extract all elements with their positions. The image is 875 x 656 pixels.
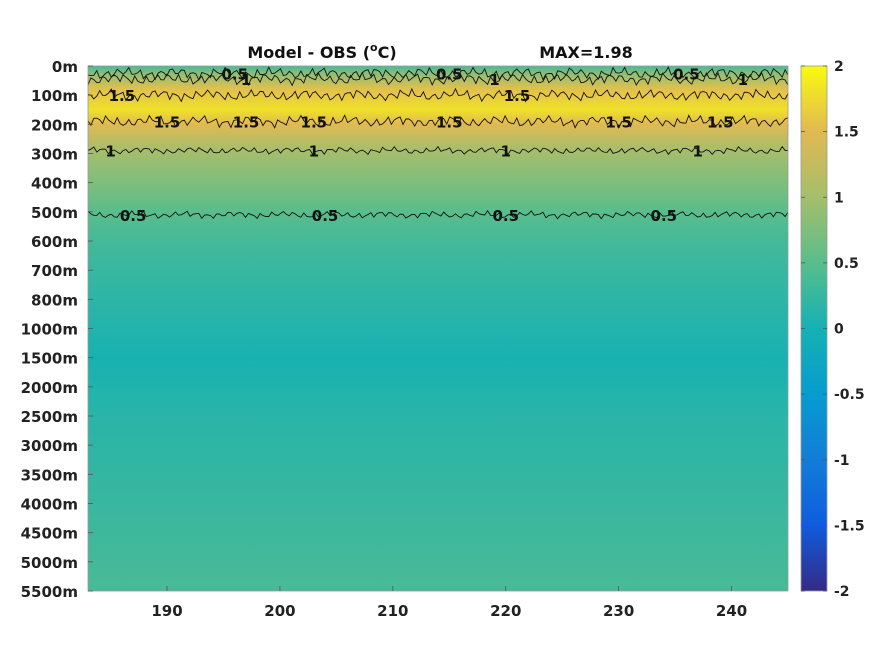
y-tick-label: 1000m — [21, 321, 78, 339]
y-tick-label: 5500m — [21, 583, 78, 601]
contour-label: 1.5 — [109, 87, 136, 105]
colorbar-tick-label: 0.5 — [834, 256, 859, 272]
contour-label: 1.5 — [707, 113, 734, 131]
contour-line — [88, 145, 788, 156]
contour-label: 1 — [241, 71, 251, 89]
contour-label: 0.5 — [492, 207, 519, 225]
y-tick-label: 4500m — [21, 525, 78, 543]
colorbar-bar — [800, 65, 828, 592]
colorbar-tick-label: 0 — [834, 322, 844, 338]
contour-label: 1 — [309, 143, 319, 161]
y-tick-label: 0m — [52, 58, 78, 76]
colorbar: 2 1.5 1 0.5 0 -0.5 -1 -1.5 -2 — [800, 59, 865, 600]
chart-title: Model - OBS (oC) — [247, 41, 396, 62]
y-tick-label: 300m — [31, 146, 78, 164]
y-tick-label: 2000m — [21, 379, 78, 397]
y-tick-label: 500m — [31, 204, 78, 222]
x-axis-ticks: 190 200 210 220 230 240 — [151, 586, 747, 620]
x-tick-label: 200 — [264, 602, 295, 620]
contour-label: 1 — [692, 143, 702, 161]
y-tick-label: 3500m — [21, 466, 78, 484]
y-tick-label: 3000m — [21, 437, 78, 455]
contour-label: 0.5 — [120, 207, 147, 225]
plot-area: 0.5 0.5 0.51 1 11.5 1.51.5 1.5 1.5 1.5 1.5 1.51 1 1 1… — [87, 65, 789, 592]
contour-line — [88, 66, 788, 82]
contour-label: 1.5 — [605, 113, 632, 131]
y-tick-label: 1500m — [21, 350, 78, 368]
contour-labels: 0.5 0.5 0.51 1 11.5 1.51.5 1.5 1.5 1.5 1.5 1.51 1 1 1… — [105, 65, 748, 224]
heatmap-field — [88, 66, 788, 591]
y-tick-label: 5000m — [21, 554, 78, 572]
contour-label: 1 — [489, 71, 499, 89]
contour-line — [88, 87, 788, 103]
y-tick-label: 2500m — [21, 408, 78, 426]
contour-label: 1 — [501, 143, 511, 161]
contour-lines — [88, 66, 788, 220]
max-value-label: MAX=1.98 — [539, 43, 633, 62]
contour-label: 1 — [738, 71, 748, 89]
y-axis-ticks: 0m 100m 200m 300m 400m 500m 600m 700m 800m 1000m 1… — [21, 58, 93, 601]
contour-label: 1.5 — [436, 113, 463, 131]
colorbar-tick-label: 1 — [834, 190, 844, 206]
y-tick-label: 400m — [31, 175, 78, 193]
colorbar-ticks: 2 1.5 1 0.5 0 -0.5 -1 -1.5 -2 — [801, 59, 865, 600]
colorbar-tick-label: -1.5 — [834, 518, 865, 534]
contour-label: 0.5 — [436, 65, 463, 83]
contour-line — [88, 209, 788, 220]
colorbar-tick-label: -2 — [834, 584, 850, 600]
contour-line — [88, 71, 788, 87]
x-tick-label: 240 — [716, 602, 747, 620]
contour-label: 1.5 — [154, 113, 181, 131]
contour-label: 1.5 — [233, 113, 260, 131]
contour-line — [88, 114, 788, 129]
contour-label: 1.5 — [301, 113, 328, 131]
contour-label: 0.5 — [673, 65, 700, 83]
x-tick-label: 210 — [377, 602, 408, 620]
y-tick-label: 4000m — [21, 496, 78, 514]
contour-label: 1 — [105, 143, 115, 161]
y-tick-label: 100m — [31, 87, 78, 105]
colorbar-tick-label: -1 — [834, 453, 850, 469]
y-tick-label: 200m — [31, 116, 78, 134]
colorbar-tick-label: -0.5 — [834, 387, 865, 403]
colorbar-tick-label: 2 — [834, 59, 844, 75]
contour-label: 0.5 — [312, 207, 339, 225]
x-tick-label: 190 — [151, 602, 182, 620]
contour-label: 1.5 — [504, 87, 531, 105]
colorbar-tick-label: 1.5 — [834, 125, 859, 141]
y-tick-label: 700m — [31, 262, 78, 280]
y-tick-label: 800m — [31, 291, 78, 309]
x-tick-label: 230 — [603, 602, 634, 620]
contour-label: 0.5 — [651, 207, 678, 225]
contour-label: 0.5 — [221, 65, 248, 83]
y-tick-label: 600m — [31, 233, 78, 251]
x-tick-label: 220 — [490, 602, 521, 620]
